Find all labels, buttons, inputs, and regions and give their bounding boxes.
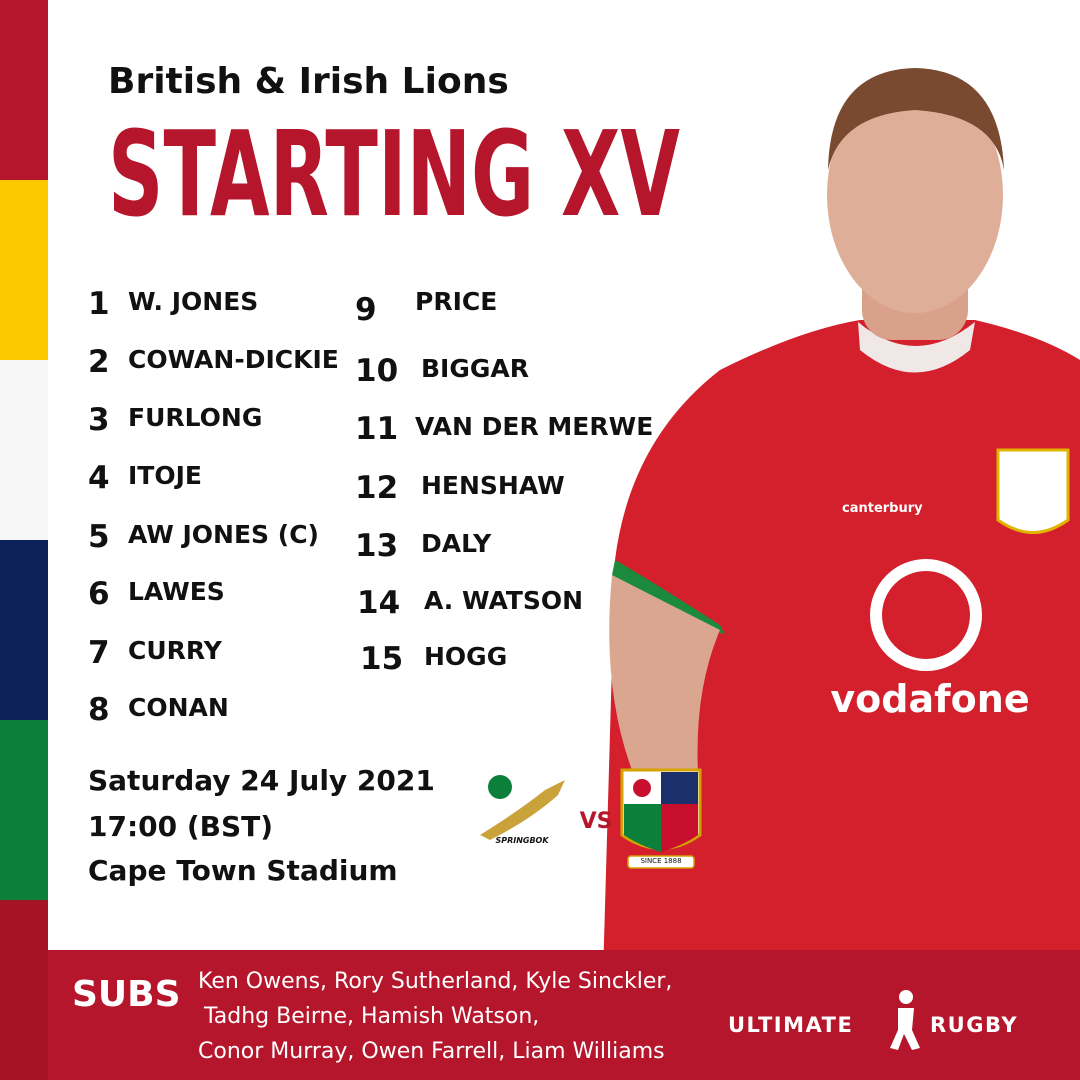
player-number: 12: [355, 470, 398, 506]
lions-crest: SINCE 1888: [620, 768, 702, 869]
subs-line: Tadhg Beirne, Hamish Watson,: [203, 1004, 539, 1029]
player-number: 3: [88, 402, 110, 438]
player-name: PRICE: [415, 287, 497, 316]
player-name: HENSHAW: [421, 471, 565, 500]
player-name: A. WATSON: [424, 586, 583, 615]
player-name: CONAN: [128, 693, 229, 722]
player-name: AW JONES (C): [128, 520, 319, 549]
stripe-green: [0, 720, 48, 900]
player-name: VAN DER MERWE: [415, 412, 653, 441]
player-name: W. JONES: [128, 287, 258, 316]
player-number: 11: [355, 411, 398, 447]
stripe-yellow: [0, 180, 48, 360]
stripe-red: [0, 0, 48, 180]
subs-label: SUBS: [72, 974, 181, 1015]
subs-line: Ken Owens, Rory Sutherland, Kyle Sinckle…: [198, 969, 672, 994]
stripe-darkred: [0, 900, 48, 1080]
match-venue: Cape Town Stadium: [88, 854, 398, 887]
player-name: LAWES: [128, 577, 225, 606]
player-number: 2: [88, 344, 110, 380]
player-name: BIGGAR: [421, 354, 529, 383]
player-photo: canterbury vodafone: [600, 68, 1080, 1080]
brand-left: ULTIMATE: [728, 1013, 853, 1037]
springbok-logo: SPRINGBOK: [480, 775, 565, 845]
player-number: 7: [88, 635, 110, 671]
player-number: 8: [88, 692, 110, 728]
subs-line: Conor Murray, Owen Farrell, Liam William…: [198, 1039, 665, 1064]
player-number: 1: [88, 286, 110, 322]
stripe-navy: [0, 540, 48, 720]
player-name: FURLONG: [128, 403, 262, 432]
player-number: 15: [360, 641, 403, 677]
player-name: DALY: [421, 529, 492, 558]
subtitle: British & Irish Lions: [108, 61, 509, 102]
subs-list: Ken Owens, Rory Sutherland, Kyle Sinckle…: [198, 969, 672, 1064]
springbok-text: SPRINGBOK: [495, 836, 549, 845]
match-date: Saturday 24 July 2021: [88, 764, 435, 797]
brand-icon: [890, 990, 920, 1050]
player-name: HOGG: [424, 642, 507, 671]
player-name: CURRY: [128, 636, 223, 665]
player-number: 4: [88, 460, 110, 496]
player-number: 10: [355, 353, 398, 389]
match-time: 17:00 (BST): [88, 810, 273, 843]
versus: VS: [580, 809, 613, 834]
player-number: 6: [88, 576, 110, 612]
player-number: 9: [355, 292, 377, 328]
crest-text: SINCE 1888: [640, 857, 681, 865]
player-number: 13: [355, 528, 398, 564]
jersey-maker: canterbury: [842, 501, 923, 516]
stripe-white: [0, 360, 48, 540]
player-number: 14: [357, 585, 400, 621]
player-name: COWAN-DICKIE: [128, 345, 339, 374]
player-name: ITOJE: [128, 461, 202, 490]
brand-right: RUGBY: [930, 1013, 1018, 1037]
jersey-sponsor: vodafone: [830, 677, 1029, 721]
title: STARTING XV: [108, 105, 680, 243]
starting-list: 1 W. JONES 2 COWAN-DICKIE 3 FURLONG 4 ITOJE 5 AW …: [88, 286, 653, 728]
sponsor-logo: [870, 559, 982, 671]
player-number: 5: [88, 519, 110, 555]
